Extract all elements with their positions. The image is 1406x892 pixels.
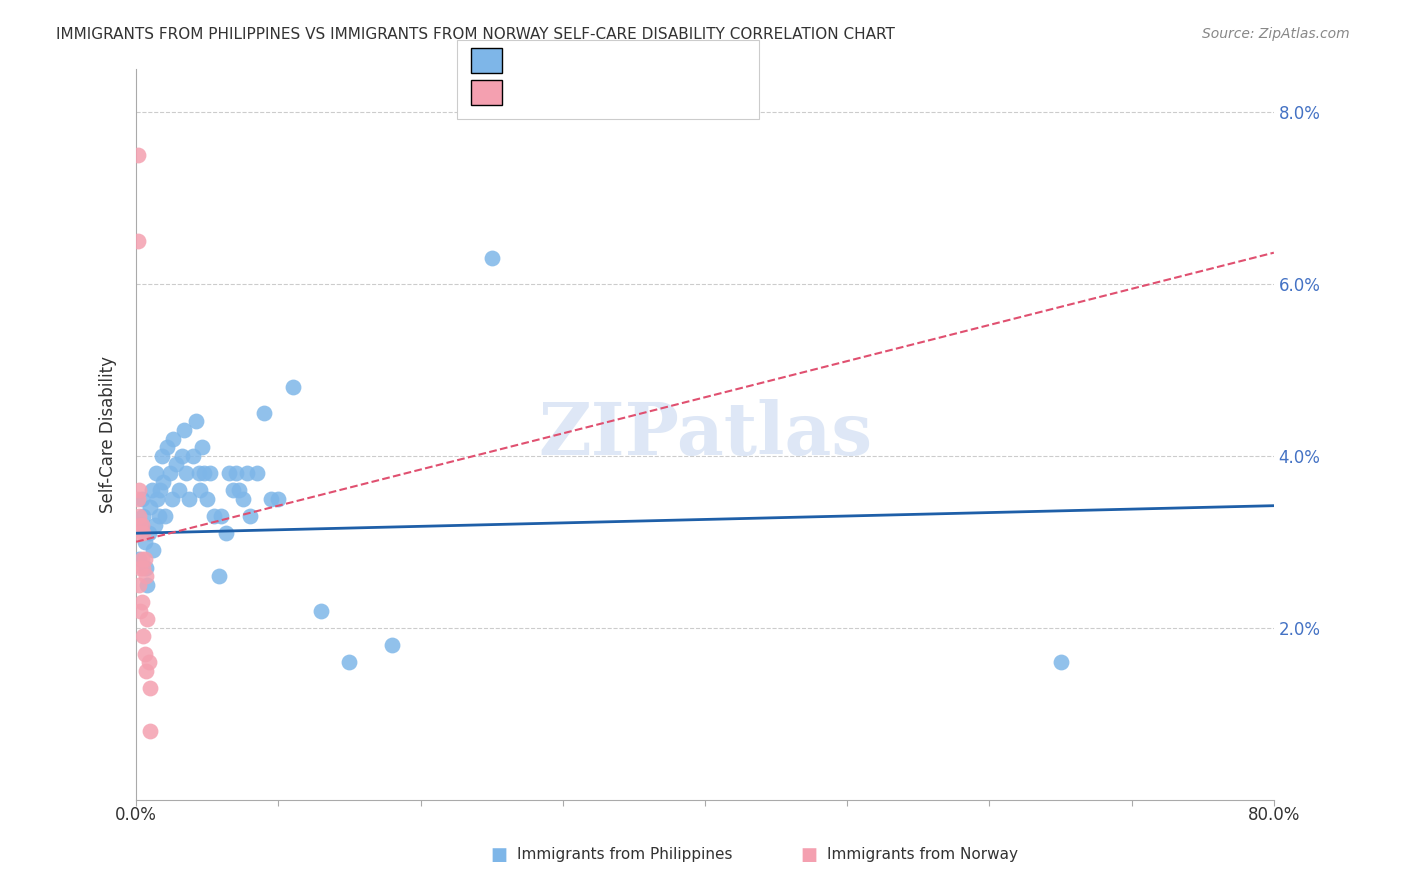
Point [131,517,153,532]
Point [127,234,149,248]
Text: 80.0%: 80.0% [1247,805,1301,824]
Point [149,483,172,498]
Point [188,483,211,498]
Point [138,655,160,669]
Point [131,595,153,609]
Point [198,466,221,480]
Point [381,638,404,652]
Point [165,458,187,472]
Point [134,647,156,661]
Point [139,681,162,695]
Point [160,491,183,506]
Point [152,475,174,489]
Point [228,483,250,498]
Point [253,406,276,420]
Point [339,655,361,669]
Point [222,483,245,498]
Point [132,560,155,574]
Point [128,578,150,592]
Point [131,491,153,506]
Point [139,500,162,515]
Point [246,466,269,480]
Point [141,483,163,498]
Point [145,466,167,480]
Point [129,526,152,541]
Point [128,508,150,523]
Point [134,534,156,549]
Text: ZIPatlas: ZIPatlas [538,399,872,470]
Point [174,466,197,480]
Point [225,466,247,480]
Point [190,440,212,454]
Point [148,508,170,523]
Point [481,251,503,265]
Point [193,466,215,480]
Point [129,604,152,618]
Point [173,423,195,437]
Point [187,466,209,480]
Point [1049,655,1071,669]
Point [129,560,152,574]
Point [131,552,153,566]
Point [236,466,259,480]
Point [181,449,204,463]
Text: Immigrants from Philippines: Immigrants from Philippines [517,847,733,862]
Point [128,552,150,566]
Point [136,612,159,626]
Point [135,560,157,574]
Point [167,483,190,498]
Point [139,724,162,739]
Point [162,432,184,446]
Point [146,491,169,506]
Text: Immigrants from Norway: Immigrants from Norway [827,847,1018,862]
Text: ■: ■ [800,846,817,863]
Point [156,440,179,454]
Text: Source: ZipAtlas.com: Source: ZipAtlas.com [1202,27,1350,41]
Point [309,604,332,618]
Point [142,543,165,558]
Point [195,491,218,506]
Point [159,466,181,480]
Text: R = 0.046    N = 24: R = 0.046 N = 24 [513,82,675,100]
Text: ■: ■ [491,846,508,863]
Point [207,569,229,583]
Point [215,526,238,541]
Point [218,466,240,480]
Point [170,449,193,463]
Point [138,526,160,541]
Text: IMMIGRANTS FROM PHILIPPINES VS IMMIGRANTS FROM NORWAY SELF-CARE DISABILITY CORRE: IMMIGRANTS FROM PHILIPPINES VS IMMIGRANT… [56,27,896,42]
Point [260,491,283,506]
Point [177,491,200,506]
Point [132,508,155,523]
Text: R = 0.079    N = 58: R = 0.079 N = 58 [513,50,675,68]
Point [267,491,290,506]
Point [128,483,150,498]
Point [239,508,262,523]
Point [209,508,232,523]
Point [136,578,159,592]
Text: 0.0%: 0.0% [115,805,157,824]
Point [202,508,225,523]
Point [129,517,152,532]
Point [135,569,157,583]
Point [132,630,155,644]
Point [150,449,173,463]
Point [132,526,155,541]
Point [184,414,207,428]
Point [134,552,156,566]
Point [135,664,157,678]
Y-axis label: Self-Care Disability: Self-Care Disability [100,356,117,513]
Point [143,517,166,532]
Point [281,380,304,394]
Point [153,508,176,523]
Point [127,147,149,161]
Point [127,491,149,506]
Point [129,517,152,532]
Point [232,491,254,506]
